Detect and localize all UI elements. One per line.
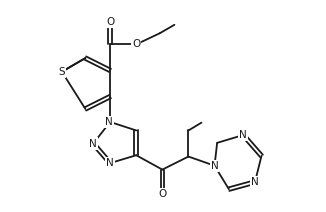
Text: O: O <box>158 189 167 199</box>
Text: N: N <box>251 177 259 187</box>
Text: N: N <box>89 138 97 149</box>
Text: N: N <box>106 158 114 168</box>
Text: N: N <box>105 117 113 127</box>
Text: N: N <box>239 130 247 140</box>
Text: S: S <box>59 67 65 77</box>
Text: O: O <box>106 17 114 26</box>
Text: O: O <box>132 39 141 49</box>
Text: N: N <box>211 161 218 171</box>
